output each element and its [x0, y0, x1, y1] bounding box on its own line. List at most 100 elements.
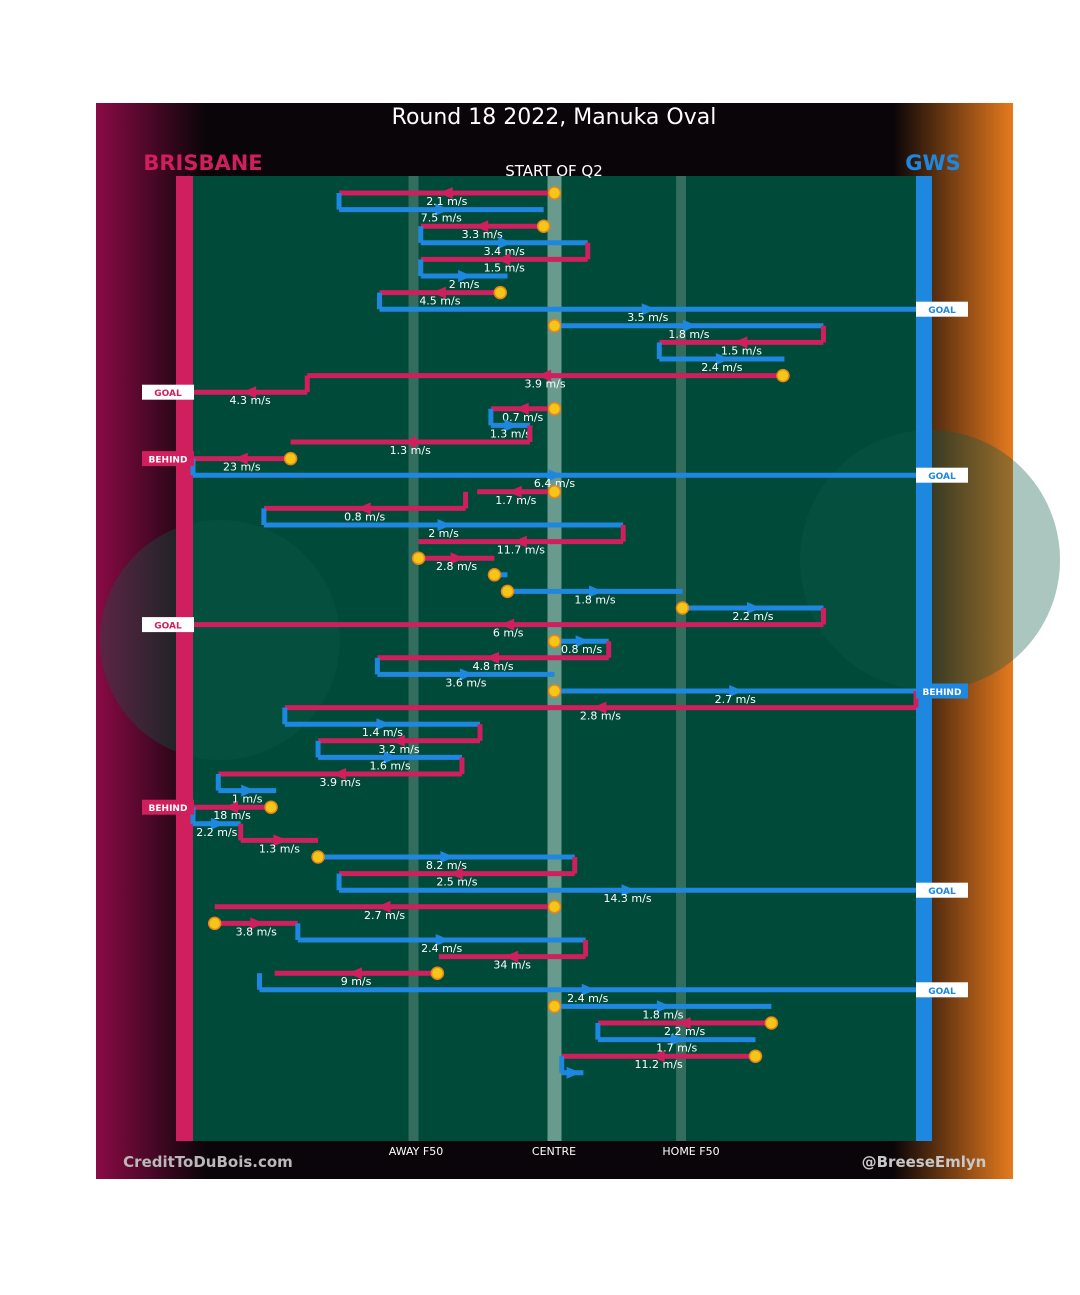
- speed-label: 18 m/s: [213, 809, 251, 822]
- leg-arrow: [682, 319, 697, 332]
- leg-arrow: [242, 386, 257, 399]
- speed-label: 4.8 m/s: [472, 660, 513, 673]
- outcome-badge: [916, 467, 968, 483]
- leg-arrow: [435, 203, 450, 216]
- chain-leg: 3.5 m/s: [377, 292, 916, 324]
- leg-arrow: [356, 502, 371, 515]
- chain-leg: 2.2 m/s: [597, 1017, 772, 1038]
- speed-label: 2.2 m/s: [664, 1025, 705, 1038]
- leg-arrow: [504, 419, 519, 432]
- leg-arrow: [514, 402, 529, 415]
- speed-label: 2.7 m/s: [364, 909, 405, 922]
- zone-label-centre: CENTRE: [532, 1145, 576, 1158]
- speed-label: 1 m/s: [232, 793, 263, 806]
- outcome-badge: [916, 882, 968, 898]
- leg-arrow: [376, 718, 391, 731]
- speed-label: 2.4 m/s: [701, 361, 742, 374]
- speed-label: 1.3 m/s: [490, 427, 531, 440]
- lion-watermark: [100, 520, 340, 760]
- stoppage-marker: [764, 1016, 779, 1030]
- leg-arrow: [224, 801, 239, 814]
- chain-leg: 1.5 m/s: [420, 242, 591, 274]
- outcome-badge: [142, 384, 194, 400]
- speed-label: 2.1 m/s: [426, 195, 467, 208]
- speed-label: 1.8 m/s: [642, 1008, 683, 1021]
- speed-label: 11.2 m/s: [635, 1058, 683, 1071]
- speed-label: 2.8 m/s: [580, 710, 621, 723]
- leg-arrow: [621, 884, 636, 897]
- leg-arrow: [729, 685, 744, 697]
- chain-leg: 3.9 m/s: [307, 369, 783, 391]
- leg-arrow: [715, 353, 730, 365]
- chain-leg: 11.7 m/s: [418, 525, 626, 557]
- speed-label: 6 m/s: [493, 627, 524, 640]
- outcome-label: BEHIND: [923, 688, 962, 698]
- speed-label: 3.9 m/s: [320, 776, 361, 789]
- gws-goal-line: [916, 176, 932, 1141]
- stoppage-marker: [675, 601, 690, 615]
- stoppage-marker: [283, 451, 298, 466]
- chain-leg: 3.8 m/s: [214, 917, 298, 938]
- chain-leg: 1.6 m/s: [315, 740, 462, 772]
- speed-label: 2 m/s: [428, 527, 459, 540]
- chain-leg: 3.6 m/s: [374, 657, 555, 689]
- speed-label: 1.8 m/s: [574, 593, 615, 606]
- chain-leg: 6 m/s: [193, 608, 826, 640]
- outcome-label: GOAL: [928, 887, 956, 897]
- stoppage-marker: [536, 219, 551, 233]
- chain-leg: 7.5 m/s: [336, 193, 544, 225]
- leg-arrow: [537, 369, 552, 382]
- stoppage-marker: [776, 368, 790, 383]
- outcome-badge: [142, 451, 194, 467]
- chain-leg: 2 m/s: [418, 259, 508, 291]
- leg-arrow: [581, 983, 596, 996]
- leg-arrow: [676, 1017, 691, 1029]
- leg-arrow: [402, 436, 417, 448]
- chain-leg: 11.2 m/s: [561, 1050, 756, 1071]
- leg-arrow: [438, 187, 453, 199]
- chain-leg: 1.3 m/s: [488, 408, 531, 440]
- zone-label-home-f50: HOME F50: [662, 1145, 719, 1158]
- chain-leg: 1.8 m/s: [554, 319, 824, 341]
- leg-arrow: [575, 635, 590, 648]
- stoppage-marker: [547, 634, 562, 648]
- leg-arrow: [474, 220, 489, 233]
- speed-label: 1.8 m/s: [668, 328, 709, 341]
- chain-leg: 4.3 m/s: [193, 375, 310, 407]
- leg-arrow: [746, 602, 761, 614]
- reference-line-home-f50: [676, 176, 687, 1141]
- chain-leg: [559, 1056, 584, 1079]
- speed-label: 1.5 m/s: [484, 261, 525, 274]
- leg-arrow: [332, 768, 347, 780]
- chain-leg: 3.4 m/s: [418, 226, 588, 258]
- speed-label: 1.3 m/s: [259, 842, 300, 855]
- chain-leg: 1 m/s: [215, 774, 277, 806]
- chain-leg: 18 m/s: [193, 801, 272, 822]
- outcome-label: GOAL: [154, 389, 182, 399]
- stoppage-marker: [547, 319, 562, 333]
- leg-arrow: [512, 535, 527, 548]
- speed-label: 1.7 m/s: [656, 1042, 697, 1055]
- leg-arrow: [440, 851, 455, 863]
- leg-arrow: [210, 817, 225, 830]
- chart-title: Round 18 2022, Manuka Oval: [392, 105, 717, 130]
- outcome-badge: [916, 982, 968, 998]
- leg-arrow: [641, 303, 656, 316]
- leg-arrow: [656, 1000, 671, 1013]
- leg-arrow: [507, 485, 522, 498]
- speed-label: 11.7 m/s: [497, 544, 545, 557]
- chain-leg: 1.3 m/s: [290, 425, 533, 457]
- speed-label: 1.6 m/s: [369, 759, 410, 772]
- speed-label: 2 m/s: [449, 278, 480, 291]
- outcome-label: GOAL: [928, 472, 956, 482]
- leg-arrow: [498, 236, 513, 249]
- chain-leg: 4.8 m/s: [377, 641, 612, 673]
- speed-label: 3.8 m/s: [236, 925, 277, 938]
- speed-label: 1.5 m/s: [721, 344, 762, 357]
- credit-left: CreditToDuBois.com: [123, 1153, 293, 1171]
- chain-leg: 1.4 m/s: [282, 707, 481, 739]
- chain-leg: 0.8 m/s: [554, 635, 609, 656]
- leg-arrow: [650, 1050, 665, 1063]
- zone-label-away-f50: AWAY F50: [389, 1145, 443, 1158]
